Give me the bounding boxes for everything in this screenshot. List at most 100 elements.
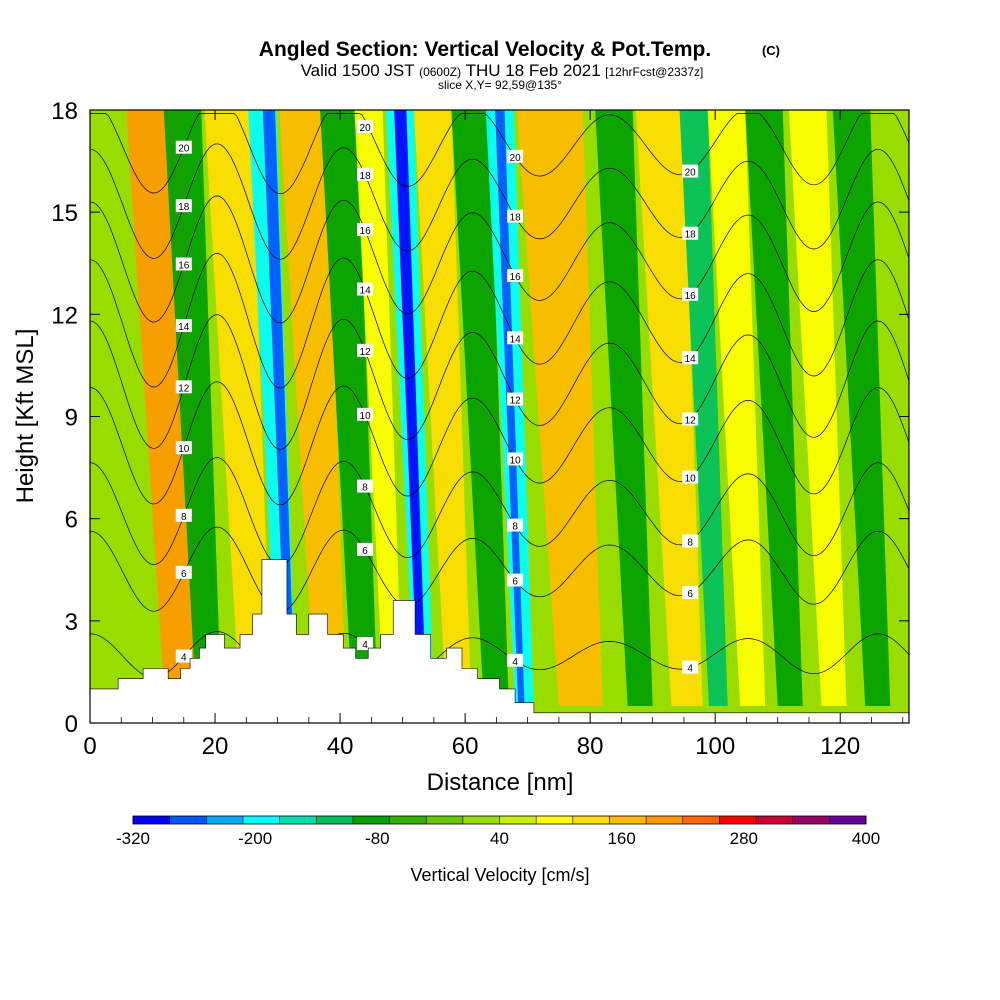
subtitle-utc: (0600Z) (419, 65, 461, 79)
contour-label-bg (357, 407, 374, 421)
velocity-band (832, 110, 891, 706)
x-tick-label: 120 (820, 733, 860, 760)
theta-contour (90, 253, 909, 389)
colorbar-swatch (133, 816, 171, 824)
contour-label-bg (175, 508, 192, 522)
contour-label-bg (507, 518, 524, 532)
y-tick-label: 3 (65, 609, 78, 636)
x-tick-label: 40 (327, 733, 354, 760)
contour-label: 14 (685, 354, 697, 365)
contour-label: 4 (181, 653, 187, 664)
x-tick-label: 20 (202, 733, 229, 760)
velocity-band (394, 110, 427, 706)
colorbar-swatch (279, 816, 317, 824)
colorbar-tick-label: -80 (365, 829, 390, 848)
colorbar-swatch (719, 816, 757, 824)
colorbar-tick-label: 400 (852, 829, 880, 848)
contour-label: 20 (510, 153, 522, 164)
contour-label-bg (357, 167, 374, 181)
colorbar-label: Vertical Velocity [cm/s] (410, 865, 589, 885)
velocity-band (635, 110, 703, 706)
chart-subtitle: Valid 1500 JST (0600Z) THU 18 Feb 2021 [… (301, 61, 704, 80)
y-tick-label: 9 (65, 405, 78, 432)
colorbar-swatch (426, 816, 464, 824)
colorbar-swatch (462, 816, 500, 824)
colorbar-swatch (316, 816, 354, 824)
velocity-band (745, 110, 803, 706)
colorbar-tick-label: -200 (238, 829, 272, 848)
contour-label: 8 (181, 512, 187, 523)
contour-label-bg (682, 534, 699, 548)
plot-area: 4 4 4 4 6 6 6 6 8 8 8 8 10 10 10 10 12 12 12 12 14 14 14 14 16 16… (90, 110, 909, 723)
contour-label: 10 (178, 444, 190, 455)
contour-label-bg (507, 392, 524, 406)
contour-label: 6 (512, 577, 518, 588)
contour-label-bg (682, 287, 699, 301)
contour-label-bg (682, 412, 699, 426)
contour-label-bg (357, 223, 374, 237)
contour-label-bg (507, 269, 524, 283)
x-axis-label: Distance [nm] (427, 769, 574, 796)
chart-title: Angled Section: Vertical Velocity & Pot.… (259, 38, 711, 61)
contour-label-bg (682, 470, 699, 484)
contour-label-bg (682, 660, 699, 674)
contour-label: 4 (687, 664, 693, 675)
contour-label-bg (175, 319, 192, 333)
y-axis-label: Height [Kft MSL] (12, 329, 39, 504)
contour-label: 12 (685, 415, 697, 426)
contour-label-bg (357, 479, 374, 493)
contour-label-bg (175, 380, 192, 394)
colorbar-tick-label: 40 (490, 829, 509, 848)
colorbar-tick-label: 280 (730, 829, 758, 848)
contour-label: 12 (178, 383, 190, 394)
contour-label: 14 (360, 286, 372, 297)
contour-label: 10 (360, 411, 372, 422)
y-tick-label: 18 (51, 98, 78, 125)
contour-label: 4 (362, 640, 368, 651)
contour-label: 14 (178, 322, 190, 333)
y-tick-label: 12 (51, 302, 78, 329)
colorbar-swatch (536, 816, 574, 824)
colorbar-swatch (609, 816, 647, 824)
contour-label: 18 (510, 213, 522, 224)
subtitle-valid: Valid 1500 JST (301, 61, 415, 80)
contour-label: 12 (360, 347, 372, 358)
contour-label-bg (175, 199, 192, 213)
contour-label-bg (507, 573, 524, 587)
colorbar-swatch (389, 816, 427, 824)
colorbar-swatch (169, 816, 207, 824)
colorbar-tick-label: -320 (116, 829, 150, 848)
contour-label: 16 (510, 272, 522, 283)
contour-label-bg (357, 637, 374, 651)
theta-contour (90, 526, 909, 613)
contour-label-bg (357, 282, 374, 296)
contour-label-bg (507, 653, 524, 667)
velocity-band (495, 110, 525, 706)
colorbar-swatch (792, 816, 830, 824)
colorbar-swatch (242, 816, 281, 824)
contour-label: 6 (362, 546, 368, 557)
contour-label-bg (175, 140, 192, 154)
contour-label-bg (175, 441, 192, 455)
velocity-band (354, 110, 403, 706)
velocity-band (204, 110, 272, 706)
theta-contour (90, 381, 909, 506)
colorbar-swatch (499, 816, 537, 824)
theta-contour (90, 113, 909, 195)
colorbar-tick-label: 160 (607, 829, 635, 848)
contour-label: 18 (685, 230, 697, 241)
contour-label-bg (175, 565, 192, 579)
velocity-bands (126, 110, 891, 706)
theta-contour (90, 457, 909, 566)
contour-label-bg (357, 120, 374, 134)
contour-label: 20 (685, 168, 697, 179)
contour-label: 8 (687, 537, 693, 548)
velocity-band (595, 110, 653, 706)
contour-label: 16 (685, 291, 697, 302)
colorbar: -320 -200 -80 40 160 280 400 (116, 815, 880, 848)
contour-label: 10 (510, 455, 522, 466)
y-tick-label: 0 (65, 711, 78, 738)
theta-contour (90, 314, 909, 450)
velocity-band (320, 110, 378, 706)
